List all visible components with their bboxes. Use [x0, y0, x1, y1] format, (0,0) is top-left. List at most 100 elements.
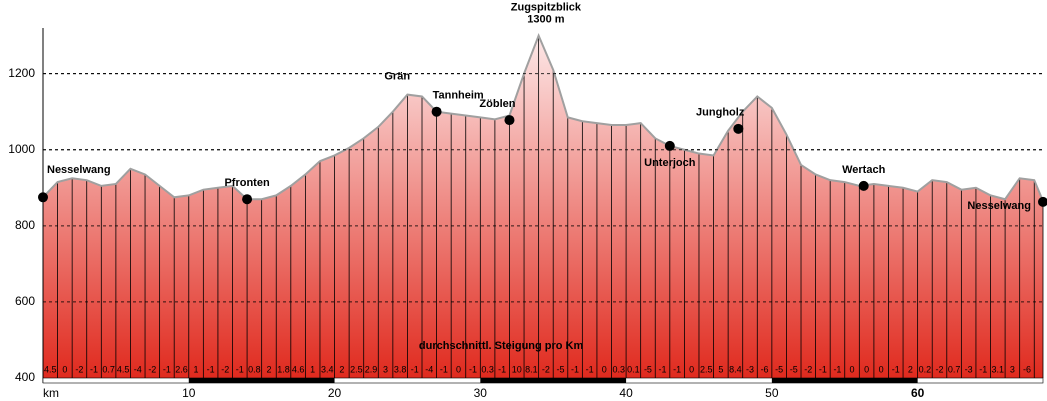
gradient-label: -1: [236, 364, 244, 374]
x-axis-segment: [771, 378, 918, 383]
gradient-label: 1.8: [277, 364, 290, 374]
gradient-label: -1: [498, 364, 506, 374]
x-tick-label: 40: [619, 386, 633, 400]
waypoint-label: Jungholz: [696, 107, 745, 119]
x-axis-segment: [480, 378, 627, 383]
gradient-label: 0.3: [481, 364, 494, 374]
gradient-label: 3.8: [394, 364, 407, 374]
gradient-label: -2: [148, 364, 156, 374]
gradient-label: 3: [383, 364, 388, 374]
waypoint-label: Nesselwang: [967, 200, 1031, 212]
gradient-label: -1: [586, 364, 594, 374]
waypoint: [664, 140, 675, 151]
gradient-label: 4.5: [117, 364, 130, 374]
gradient-label: -1: [90, 364, 98, 374]
gradient-label: -1: [833, 364, 841, 374]
elevation-area: [43, 35, 1043, 378]
gradient-label: -3: [746, 364, 754, 374]
gradient-label: -1: [411, 364, 419, 374]
gradient-label: -3: [965, 364, 973, 374]
waypoint: [431, 106, 442, 117]
waypoint-label: Zöblen: [479, 98, 515, 110]
elevation-line: [42, 32, 1044, 202]
gradient-label: 0: [602, 364, 607, 374]
gradient-label: -1: [469, 364, 477, 374]
waypoint-label: Zugspitzblick: [511, 2, 582, 14]
gradient-label: 10: [512, 364, 522, 374]
gradient-label: 3.1: [992, 364, 1005, 374]
waypoint-label: 1300 m: [527, 14, 565, 26]
gradient-label: -1: [673, 364, 681, 374]
gradient-label: 0.3: [613, 364, 626, 374]
x-tick-label: 10: [182, 386, 196, 400]
waypoint-label: Unterjoch: [644, 157, 696, 169]
gradient-label: 0.8: [248, 364, 261, 374]
gradient-label: -2: [935, 364, 943, 374]
waypoint-label: Pfronten: [224, 177, 270, 189]
gradient-label: -1: [207, 364, 215, 374]
gradient-label: 2.5: [700, 364, 713, 374]
gradient-label: -5: [775, 364, 783, 374]
gradient-label: 3: [1010, 364, 1015, 374]
waypoint-label: Grän: [384, 71, 410, 83]
gradient-label: -2: [221, 364, 229, 374]
waypoint-label: Nesselwang: [47, 164, 111, 176]
gradient-label: 0.7: [948, 364, 961, 374]
waypoint: [242, 194, 253, 205]
gradient-label: 0: [879, 364, 884, 374]
x-axis-segment: [188, 378, 335, 383]
y-tick-label: 1200: [8, 66, 35, 80]
gradient-label: -2: [804, 364, 812, 374]
gradient-label: -2: [75, 364, 83, 374]
gradient-label: 1: [194, 364, 199, 374]
gradient-label: 2.9: [365, 364, 378, 374]
gradient-label: 4.5: [44, 364, 57, 374]
gradient-label: 0.1: [627, 364, 640, 374]
x-tick-label: 30: [474, 386, 488, 400]
waypoint: [1038, 196, 1047, 207]
y-tick-label: 400: [15, 370, 35, 384]
gradient-label: 0: [62, 364, 67, 374]
gradient-label: -4: [134, 364, 142, 374]
x-axis-label: km: [43, 386, 59, 400]
gradient-label: -1: [163, 364, 171, 374]
gradient-label: 8.1: [525, 364, 538, 374]
gradient-label: 0: [689, 364, 694, 374]
x-tick-label: 20: [328, 386, 342, 400]
gradient-label: -6: [1023, 364, 1031, 374]
gradient-title: durchschnittl. Steigung pro Km: [419, 340, 584, 352]
gradient-label: -1: [571, 364, 579, 374]
gradient-label: 4.6: [292, 364, 305, 374]
gradient-label: -1: [979, 364, 987, 374]
gradient-label: -1: [440, 364, 448, 374]
gradient-label: 2: [908, 364, 913, 374]
waypoint-label: Tannheim: [433, 90, 484, 102]
gradient-label: 2: [339, 364, 344, 374]
gradient-label: -6: [761, 364, 769, 374]
waypoint: [858, 180, 869, 191]
gradient-label: 0: [864, 364, 869, 374]
waypoint: [733, 123, 744, 134]
waypoint: [38, 192, 48, 203]
x-tick-label: 60: [911, 386, 925, 400]
gradient-label: 0.2: [919, 364, 932, 374]
y-tick-label: 600: [15, 294, 35, 308]
gradient-label: 3.4: [321, 364, 334, 374]
waypoint: [504, 115, 515, 126]
gradient-label: -5: [790, 364, 798, 374]
gradient-label: -1: [892, 364, 900, 374]
y-tick-label: 800: [15, 218, 35, 232]
gradient-label: 1: [310, 364, 315, 374]
gradient-label: 0: [456, 364, 461, 374]
gradient-label: -2: [542, 364, 550, 374]
gradient-label: -1: [659, 364, 667, 374]
x-tick-label: 50: [765, 386, 779, 400]
gradient-label: -5: [556, 364, 564, 374]
gradient-label: 8.4: [729, 364, 742, 374]
gradient-label: -1: [819, 364, 827, 374]
gradient-label: 5: [718, 364, 723, 374]
gradient-label: 0: [850, 364, 855, 374]
y-tick-label: 1000: [8, 142, 35, 156]
gradient-label: 0.7: [102, 364, 115, 374]
